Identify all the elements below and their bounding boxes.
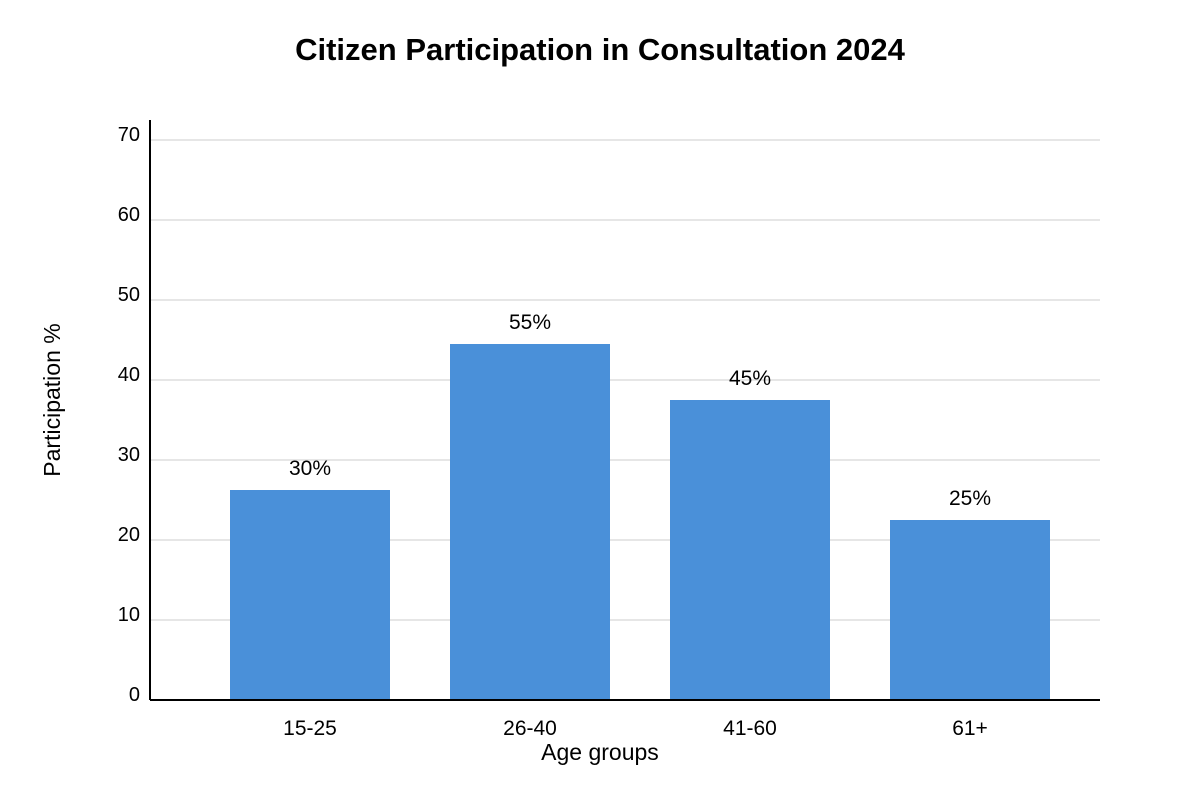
y-axis-title: Participation %	[39, 323, 65, 476]
bar	[890, 520, 1050, 700]
y-tick-label: 30	[118, 444, 140, 466]
data-label: 30%	[289, 457, 331, 480]
bar	[230, 490, 390, 700]
data-labels: 30% 55% 45% 25%	[289, 311, 991, 510]
x-axis-ticks: 15-25 26-40 41-60 61+	[283, 717, 988, 740]
y-tick-label: 10	[118, 604, 140, 626]
y-tick-label: 70	[118, 124, 140, 146]
y-axis-ticks: 0 10 20 30 40 50 60 70	[118, 124, 140, 706]
y-tick-label: 40	[118, 364, 140, 386]
x-tick-label: 15-25	[283, 717, 337, 740]
data-label: 25%	[949, 487, 991, 510]
data-label: 55%	[509, 311, 551, 334]
y-tick-label: 60	[118, 204, 140, 226]
x-tick-label: 61+	[952, 717, 988, 740]
bar	[670, 400, 830, 700]
data-label: 45%	[729, 367, 771, 390]
chart-title: Citizen Participation in Consultation 20…	[295, 32, 906, 67]
x-tick-label: 41-60	[723, 717, 777, 740]
bars	[230, 344, 1050, 700]
bar	[450, 344, 610, 700]
x-tick-label: 26-40	[503, 717, 557, 740]
x-axis-title: Age groups	[541, 739, 659, 765]
y-tick-label: 0	[129, 684, 140, 706]
y-tick-label: 50	[118, 284, 140, 306]
y-tick-label: 20	[118, 524, 140, 546]
